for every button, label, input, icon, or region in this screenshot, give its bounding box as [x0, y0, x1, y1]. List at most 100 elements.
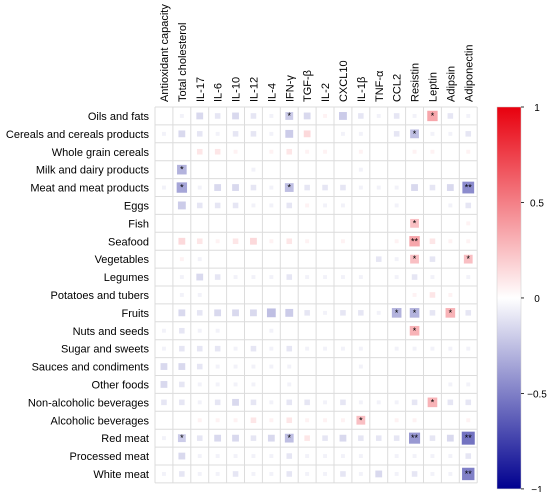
heatmap-cell	[305, 275, 310, 280]
significance-mark: *	[413, 326, 417, 336]
heatmap-cell	[359, 293, 363, 297]
heatmap-cell	[304, 184, 310, 191]
column-label: IFN-γ	[284, 75, 296, 102]
heatmap-cell	[196, 131, 203, 137]
heatmap-cell	[284, 183, 294, 192]
heatmap-cell	[196, 345, 203, 352]
heatmap-cell	[341, 150, 345, 153]
heatmap-cell	[270, 293, 273, 297]
heatmap-cell	[431, 329, 434, 332]
heatmap-cell	[340, 275, 345, 280]
heatmap-cell	[197, 400, 202, 405]
heatmap-cell	[196, 310, 203, 316]
heatmap-cell	[358, 346, 363, 351]
heatmap-cell	[284, 433, 294, 443]
heatmap-cell	[358, 131, 363, 136]
heatmap-cell	[341, 293, 345, 297]
row-label: Fruits	[122, 308, 150, 320]
heatmap-cell	[270, 383, 273, 386]
row-label: White meat	[93, 469, 149, 481]
heatmap-cell	[465, 310, 472, 316]
heatmap-cell	[286, 417, 293, 424]
heatmap-cell	[252, 222, 255, 225]
heatmap-cell	[269, 185, 274, 190]
heatmap-cell	[177, 201, 186, 210]
heatmap-cell	[288, 168, 291, 171]
heatmap-cell	[196, 363, 203, 370]
heatmap-cell	[394, 418, 399, 423]
row-label: Cereals and cereals products	[6, 129, 150, 141]
heatmap-cell	[466, 113, 471, 118]
heatmap-cell	[411, 274, 418, 280]
heatmap-cell	[412, 292, 417, 297]
heatmap-cell	[395, 365, 398, 368]
heatmap-cell	[375, 470, 383, 478]
heatmap-cell	[232, 184, 239, 191]
heatmap-cell	[466, 382, 471, 387]
heatmap-cell	[180, 419, 184, 422]
heatmap-cell	[323, 132, 327, 136]
significance-mark: *	[413, 129, 417, 139]
heatmap-cell	[196, 112, 204, 120]
heatmap-cell	[214, 274, 221, 280]
heatmap-cell	[215, 418, 220, 423]
heatmap-cell	[377, 383, 380, 386]
heatmap-cell	[375, 435, 382, 441]
heatmap-cell	[467, 293, 470, 297]
heatmap-cell	[340, 346, 345, 351]
heatmap-cell	[412, 113, 417, 118]
row-label: Meat and meat products	[30, 183, 149, 195]
heatmap-cell	[288, 293, 291, 297]
heatmap-cell	[197, 328, 202, 333]
heatmap-cell	[180, 150, 184, 153]
heatmap-cell	[340, 239, 345, 244]
heatmap-cell	[448, 471, 453, 476]
heatmap-cell	[250, 345, 257, 352]
heatmap-cell	[449, 257, 452, 261]
heatmap-cell	[358, 149, 363, 154]
heatmap-cell	[214, 399, 221, 406]
heatmap-cell	[377, 222, 380, 225]
heatmap-cell	[214, 148, 221, 155]
heatmap-cell	[197, 185, 202, 190]
heatmap-cell	[448, 346, 453, 351]
heatmap-cell	[467, 168, 470, 171]
heatmap-cell	[304, 399, 310, 406]
heatmap-cell	[270, 168, 273, 171]
heatmap-cell	[375, 256, 382, 262]
heatmap-cell	[286, 345, 293, 352]
heatmap-cell	[411, 399, 418, 406]
heatmap-cell	[340, 454, 345, 459]
heatmap-cell	[359, 240, 363, 243]
column-label: IL-4	[266, 83, 278, 102]
heatmap-cell	[286, 471, 293, 477]
heatmap-cell	[234, 293, 237, 297]
heatmap-cell	[323, 113, 328, 118]
heatmap-cell	[215, 471, 220, 476]
heatmap-cell	[303, 112, 311, 120]
column-label: IL-1β	[356, 77, 368, 102]
heatmap-cell	[250, 399, 257, 406]
heatmap-cell	[431, 168, 434, 171]
heatmap-cell	[286, 202, 293, 209]
heatmap-cell	[162, 454, 166, 458]
heatmap-cell	[233, 149, 238, 154]
row-label: Other foods	[92, 379, 150, 391]
heatmap-cell	[393, 113, 400, 119]
significance-mark: *	[359, 415, 363, 425]
heatmap-cell	[341, 168, 345, 171]
heatmap-cell	[305, 418, 310, 423]
significance-mark: *	[180, 165, 184, 175]
heatmap-cell	[250, 435, 257, 441]
heatmap-cell	[413, 383, 416, 386]
heatmap-cell	[269, 275, 274, 280]
heatmap-cell	[305, 239, 310, 244]
heatmap-cell	[251, 275, 256, 280]
heatmap-cell	[462, 467, 475, 481]
row-label: Potatoes and tubers	[51, 290, 150, 302]
heatmap-cell	[394, 257, 399, 262]
heatmap-cell	[323, 454, 328, 459]
heatmap-cell	[377, 168, 380, 171]
heatmap-cell	[323, 400, 328, 405]
